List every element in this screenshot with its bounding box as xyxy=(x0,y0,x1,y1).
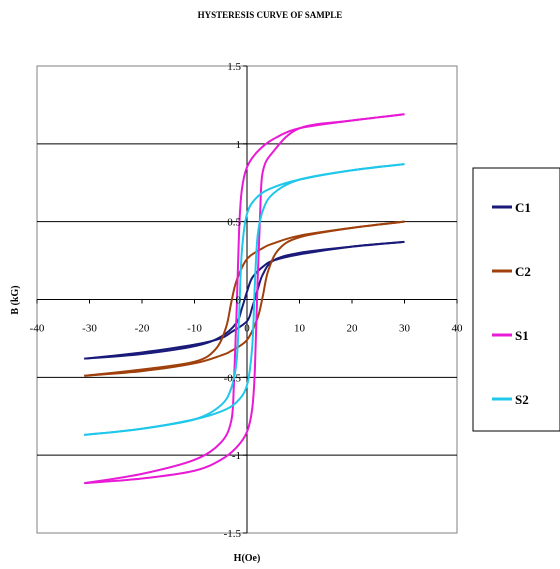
legend: C1 C2 S1 S2 xyxy=(492,200,531,407)
series-c2-descending-branch xyxy=(84,220,405,377)
x-tick-label: 0 xyxy=(244,323,250,335)
series-c2-ascending-branch xyxy=(84,220,405,377)
y-tick-label: -0.5 xyxy=(224,372,242,384)
y-axis-title: B (kG) xyxy=(10,285,21,314)
legend-label-s2: S2 xyxy=(515,392,529,407)
chart-title: HYSTERESIS CURVE OF SAMPLE xyxy=(198,10,343,20)
series-layer xyxy=(84,113,405,485)
legend-label-s1: S1 xyxy=(515,328,529,343)
x-tick-label: 10 xyxy=(294,323,306,335)
x-tick-label: -20 xyxy=(135,323,150,335)
series-s1-descending-branch xyxy=(84,113,405,485)
y-tick-label: 0.5 xyxy=(227,217,241,229)
series-s2-descending-branch xyxy=(84,163,405,436)
x-tick-label: -30 xyxy=(82,323,97,335)
y-tick-label: -1 xyxy=(232,450,241,462)
legend-label-c1: C1 xyxy=(515,200,531,215)
x-tick-label: -40 xyxy=(30,323,45,335)
y-tick-label: 1.5 xyxy=(227,61,241,73)
y-tick-label: 0 xyxy=(236,295,242,307)
y-tick-label: 1 xyxy=(236,139,242,151)
series-s1-ascending-branch xyxy=(84,113,405,485)
series-c1-descending-branch xyxy=(84,240,405,360)
tick-labels: -40 -30 -20 -10 0 10 20 30 40 -1.5 -1 -0.5 0 0.5 1 1.5 xyxy=(30,61,463,540)
x-tick-label: 20 xyxy=(347,323,359,335)
x-tick-label: 40 xyxy=(452,323,464,335)
legend-box xyxy=(472,167,560,432)
x-tick-label: 30 xyxy=(399,323,411,335)
y-tick-label: -1.5 xyxy=(224,528,242,540)
series-c1-ascending-branch xyxy=(84,240,405,360)
x-axis-title: H(Oe) xyxy=(234,553,261,564)
x-tick-label: -10 xyxy=(187,323,202,335)
legend-label-c2: C2 xyxy=(515,264,531,279)
